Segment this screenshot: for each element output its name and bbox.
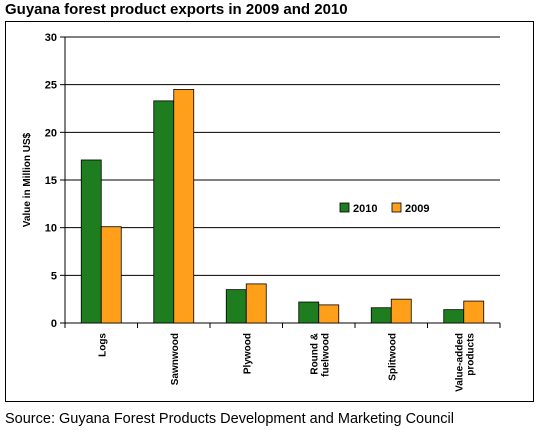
y-tick-label: 20 [45, 127, 57, 139]
legend-swatch-2009 [391, 202, 402, 213]
legend-label-2009: 2009 [405, 203, 429, 215]
x-tick-label: Sawnwood [170, 333, 181, 385]
x-tick-label: products [465, 333, 476, 376]
x-tick-label: Round & [309, 333, 320, 375]
y-tick-label: 5 [51, 270, 57, 282]
x-tick-label: Value-added [454, 333, 465, 392]
bar-2010-1 [153, 100, 175, 324]
bar-2009-0 [100, 226, 122, 324]
x-tick-label: fuelwood [320, 333, 331, 377]
legend-label-2010: 2010 [353, 203, 377, 215]
bar-2009-2 [245, 283, 267, 324]
y-axis-title: Value in Million US$ [22, 132, 33, 227]
chart-title: Guyana forest product exports in 2009 an… [5, 1, 348, 18]
y-tick-label: 10 [45, 223, 57, 235]
bar-2009-4 [390, 298, 412, 324]
bar-2009-5 [463, 300, 485, 324]
legend-swatch-2010 [339, 202, 350, 213]
x-tick-label: Plywood [242, 333, 253, 374]
y-tick-label: 30 [45, 32, 57, 44]
bar-2010-4 [370, 307, 392, 324]
x-tick-label: Splitwood [387, 333, 398, 381]
y-tick-label: 15 [45, 175, 57, 187]
bar-2010-3 [298, 301, 320, 324]
x-tick-label: Logs [97, 333, 108, 357]
bar-2010-0 [80, 159, 102, 324]
y-tick-label: 25 [45, 80, 57, 92]
bar-2010-5 [443, 309, 465, 324]
bar-2010-2 [225, 289, 247, 324]
bar-2009-3 [318, 304, 340, 324]
bar-2009-1 [173, 89, 195, 324]
y-tick-label: 0 [51, 318, 57, 330]
source-note: Source: Guyana Forest Products Developme… [5, 411, 454, 427]
